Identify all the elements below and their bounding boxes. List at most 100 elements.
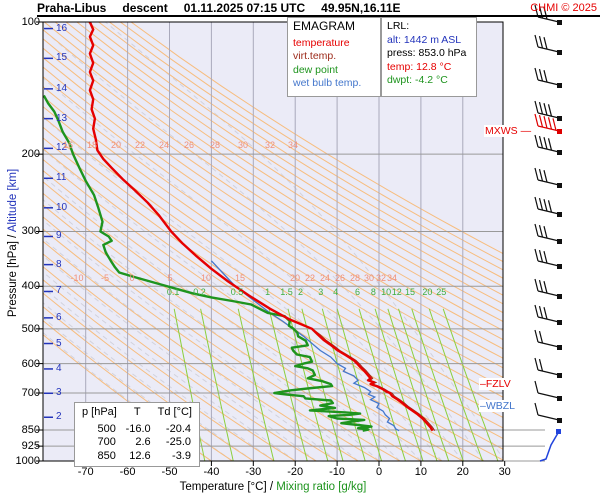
- wind-barb: [534, 278, 562, 299]
- pressure-tick-label: 200: [21, 148, 40, 161]
- sounding-levels-table: p [hPa] T Td [°C] 500 -16.0 -20.4 700 2.6 -25.0…: [74, 402, 200, 467]
- dry-adiabat-label: 20: [110, 140, 122, 150]
- altitude-tick-label: 6: [56, 311, 62, 323]
- wind-barb: [534, 167, 562, 188]
- wet-bulb-curve: [210, 260, 400, 432]
- temperature-tick-label: -70: [77, 466, 94, 478]
- lrl-heading: LRL:: [387, 20, 410, 32]
- pressure-tick-label: 100: [21, 16, 40, 28]
- temperature-curve: [88, 22, 434, 432]
- legend-wet-bulb: wet bulb temp.: [293, 77, 362, 89]
- temperature-tick-label: -20: [287, 466, 304, 478]
- dry-adiabat-label: 30: [237, 140, 249, 150]
- max-wind-barb: [534, 113, 562, 134]
- wind-barb: [534, 357, 562, 378]
- altitude-tick-label: 16: [56, 22, 68, 34]
- wet-adiabat-label: 15: [234, 273, 246, 283]
- temperature-tick-label: -30: [245, 466, 262, 478]
- temperature-tick-label: -40: [203, 466, 220, 478]
- temperature-tick-label: 30: [498, 466, 511, 478]
- table-row: 500 -16.0 -20.4: [79, 423, 195, 437]
- mixing-ratio-label: 8: [370, 287, 376, 297]
- title-bar: Praha-Libus descent 01.11.2025 07:15 UTC…: [37, 1, 600, 17]
- mixing-ratio-label: 12: [391, 287, 402, 297]
- table-header-cell: T: [133, 406, 141, 418]
- pressure-tick-label: 925: [21, 440, 40, 453]
- wind-barb: [534, 223, 562, 244]
- sounding-type: descent: [122, 1, 168, 15]
- mixing-ratio-label: 0.1: [166, 287, 180, 297]
- altitude-tick-label: 14: [56, 82, 68, 94]
- mixing-ratio-label: 1.5: [280, 287, 293, 297]
- dry-adiabat-label: 16: [62, 140, 74, 150]
- altitude-tick-label: 12: [56, 142, 68, 154]
- pressure-tick-label: 600: [21, 357, 40, 370]
- sounding-datetime: 01.11.2025 07:15 UTC: [183, 1, 306, 15]
- mixing-ratio-label: 25: [436, 287, 447, 297]
- pressure-tick-label: 850: [21, 424, 40, 436]
- pressure-tick-label: 300: [21, 225, 40, 238]
- dry-adiabat-label: 22: [134, 140, 146, 150]
- legend-box: EMAGRAM temperature virt.temp. dew point…: [287, 17, 381, 97]
- altitude-tick-label: 8: [56, 258, 62, 270]
- lrl-temperature: temp: 12.8 °C: [387, 60, 452, 73]
- x-axis-mixing-ratio-label: Mixing ratio [g/kg]: [276, 481, 367, 493]
- temperature-tick-label: 10: [414, 466, 428, 478]
- y-axis-title: Pressure [hPa] / Altitude [km]: [7, 133, 19, 353]
- mixing-ratio-label: 0.2: [193, 287, 206, 297]
- freezing-level-marker: –FZLV: [479, 378, 512, 390]
- table-cell: 12.6: [129, 449, 151, 462]
- wind-barb: [534, 100, 562, 121]
- mixing-ratio-label: 3: [318, 287, 324, 297]
- y-axis-pressure-label: Pressure [hPa] /: [7, 234, 19, 318]
- dew-point-curve: [43, 94, 373, 432]
- table-cell: -25.0: [165, 436, 191, 448]
- dry-adiabat-label: 24: [158, 140, 170, 150]
- altitude-tick-label: 10: [56, 201, 68, 213]
- legend-temperature: temperature: [293, 36, 350, 49]
- temperature-tick-label: -10: [329, 466, 346, 478]
- legend-heading: EMAGRAM: [293, 19, 356, 33]
- table-row: 700 2.6 -25.0: [79, 436, 195, 450]
- table-cell: 850: [97, 449, 116, 462]
- table-cell: -3.9: [172, 449, 191, 462]
- plot-border: [42, 21, 504, 462]
- dry-adiabat-label: 22: [304, 273, 316, 283]
- dry-adiabat-label: 24: [319, 273, 331, 283]
- station-name: Praha-Libus: [37, 1, 107, 15]
- lrl-pressure: press: 853.0 hPa: [387, 47, 467, 59]
- wet-adiabat-label: -5: [100, 273, 110, 283]
- mixing-ratio-label: 4: [333, 287, 339, 297]
- dry-adiabat-label: 30: [363, 273, 375, 283]
- altitude-tick-label: 13: [56, 112, 68, 124]
- dry-adiabat-label: 34: [386, 273, 398, 283]
- x-axis-temperature-label: Temperature [°C] /: [179, 481, 274, 493]
- mixing-ratio-label: 10: [381, 287, 392, 297]
- altitude-tick-label: 11: [56, 172, 67, 184]
- altitude-tick-label: 2: [56, 411, 62, 423]
- wind-barb: [534, 248, 562, 269]
- pressure-tick-label: 1000: [15, 455, 40, 467]
- altitude-tick-label: 9: [56, 230, 62, 242]
- temperature-tick-label: 20: [456, 466, 469, 478]
- table-header-row: p [hPa] T Td [°C]: [79, 406, 195, 423]
- wind-barb: [534, 34, 562, 55]
- mixing-ratio-label: 1: [265, 287, 271, 297]
- wind-barb: [534, 67, 562, 88]
- wind-barb-column: [534, 4, 562, 462]
- mixing-ratio-label: 20: [422, 287, 433, 297]
- pressure-tick-label: 500: [21, 322, 40, 335]
- altitude-tick-label: 3: [56, 387, 62, 399]
- copyright-notice: CHMI © 2025: [530, 2, 597, 14]
- wet-bulb-zero-marker: –WBZL: [479, 400, 517, 412]
- legend-dew-point: dew point: [293, 63, 338, 76]
- max-wind-speed-marker: MXWS —: [484, 125, 533, 137]
- surface-wind-barb: [539, 429, 561, 462]
- legend-virt-temp: virt.temp.: [293, 50, 337, 62]
- dry-adiabat-label: 32: [264, 140, 276, 150]
- wet-adiabat-label: -10: [70, 273, 84, 283]
- dry-adiabat-label: 20: [289, 273, 301, 283]
- lrl-altitude: alt: 1442 m ASL: [387, 33, 462, 46]
- pressure-tick-label: 700: [21, 386, 40, 399]
- wind-barb: [534, 402, 562, 423]
